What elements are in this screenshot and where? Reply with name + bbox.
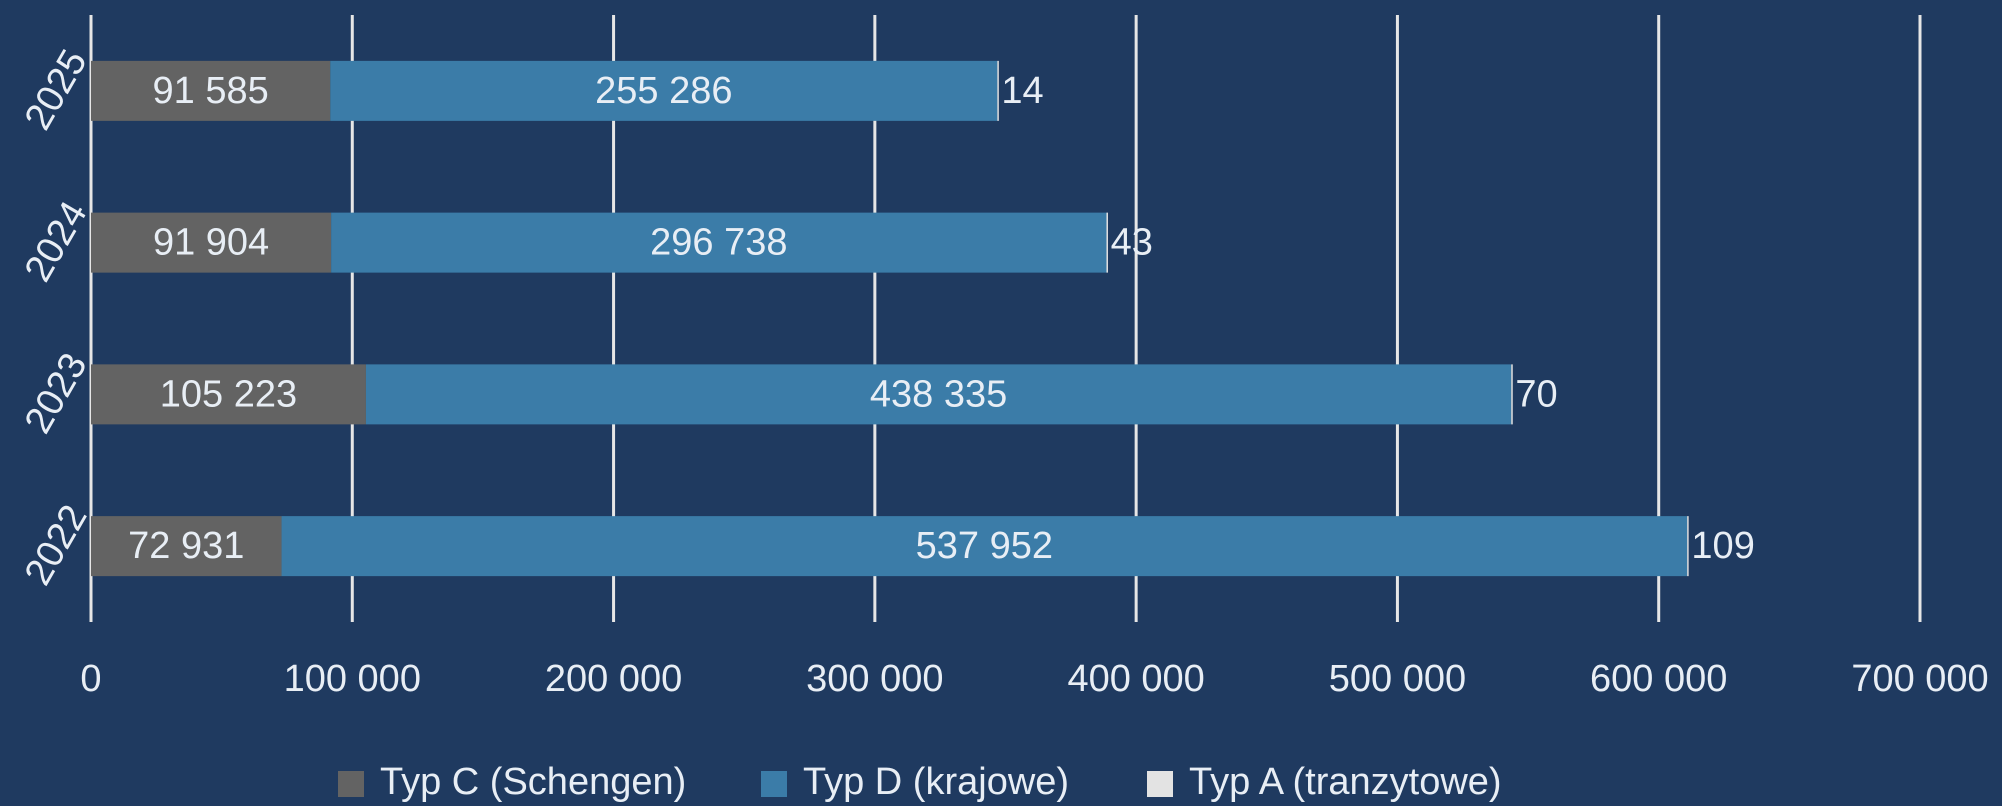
- value-label: 438 335: [870, 373, 1007, 415]
- bar-segment: [91, 60, 331, 121]
- legend-label: Typ A (tranzytowe): [1189, 761, 1502, 803]
- legend-swatch: [1147, 771, 1173, 797]
- bar-segment: [997, 60, 999, 121]
- x-tick-label: 700 000: [1851, 658, 1988, 700]
- x-tick-label: 300 000: [806, 658, 943, 700]
- bar-segment: [91, 212, 332, 273]
- x-tick-label: 0: [80, 658, 101, 700]
- value-label: 91 585: [153, 70, 269, 112]
- x-tick-label: 100 000: [284, 658, 421, 700]
- value-label: 72 931: [128, 525, 244, 567]
- bar-segment: [1511, 364, 1513, 425]
- bar-segment: [91, 364, 366, 425]
- x-tick-label: 500 000: [1329, 658, 1466, 700]
- value-label: 255 286: [595, 70, 732, 112]
- bar-segment: [331, 212, 1107, 273]
- legend-swatch: [761, 771, 787, 797]
- value-label: 91 904: [153, 222, 269, 264]
- value-label: 296 738: [650, 222, 787, 264]
- value-label: 43: [1111, 222, 1153, 264]
- bar-segment: [1687, 516, 1689, 577]
- value-label: 109: [1691, 525, 1754, 567]
- legend-label: Typ D (krajowe): [803, 761, 1069, 803]
- bar-segment: [91, 516, 282, 577]
- x-tick-label: 600 000: [1590, 658, 1727, 700]
- x-tick-label: 400 000: [1067, 658, 1204, 700]
- legend-label: Typ C (Schengen): [380, 761, 686, 803]
- bar-segment: [281, 516, 1688, 577]
- bar-segment: [1106, 212, 1108, 273]
- x-tick-label: 200 000: [545, 658, 682, 700]
- bar-segment: [330, 60, 998, 121]
- legend-swatch: [338, 771, 364, 797]
- value-label: 14: [1001, 70, 1043, 112]
- value-label: 70: [1515, 373, 1557, 415]
- value-label: 537 952: [916, 525, 1053, 567]
- bar-segment: [365, 364, 1512, 425]
- value-label: 105 223: [160, 373, 297, 415]
